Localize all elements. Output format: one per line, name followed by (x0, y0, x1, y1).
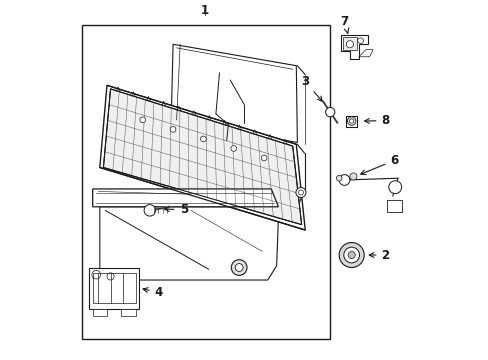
Text: 6: 6 (360, 154, 398, 175)
Bar (82, 24, 329, 339)
Polygon shape (340, 35, 367, 59)
Circle shape (170, 126, 176, 132)
Circle shape (140, 117, 145, 123)
Circle shape (325, 108, 334, 117)
Circle shape (336, 175, 341, 181)
Circle shape (346, 41, 353, 48)
Polygon shape (103, 89, 301, 225)
Text: 8: 8 (364, 114, 389, 127)
Circle shape (346, 117, 355, 125)
Circle shape (230, 145, 236, 151)
Circle shape (388, 181, 401, 194)
Circle shape (357, 38, 363, 44)
Text: 5: 5 (164, 203, 187, 216)
Circle shape (339, 175, 349, 185)
Circle shape (349, 173, 356, 180)
Polygon shape (342, 37, 356, 50)
Text: 2: 2 (368, 248, 389, 261)
Polygon shape (93, 309, 107, 316)
Circle shape (144, 204, 155, 216)
Circle shape (347, 251, 354, 258)
Circle shape (349, 119, 353, 123)
Polygon shape (89, 267, 139, 309)
Polygon shape (100, 207, 278, 280)
Polygon shape (100, 85, 305, 230)
Text: 3: 3 (301, 75, 322, 101)
Polygon shape (386, 200, 401, 212)
Polygon shape (93, 189, 278, 207)
Circle shape (295, 188, 305, 198)
Polygon shape (121, 309, 135, 316)
Circle shape (235, 264, 243, 271)
Circle shape (339, 243, 364, 267)
Text: 1: 1 (201, 4, 209, 17)
Circle shape (343, 247, 359, 263)
Circle shape (261, 155, 266, 161)
Polygon shape (358, 50, 372, 57)
Circle shape (231, 260, 246, 275)
Polygon shape (346, 116, 357, 127)
Polygon shape (171, 44, 297, 143)
Text: 4: 4 (143, 286, 163, 299)
Circle shape (200, 136, 206, 142)
Text: 7: 7 (340, 14, 348, 33)
